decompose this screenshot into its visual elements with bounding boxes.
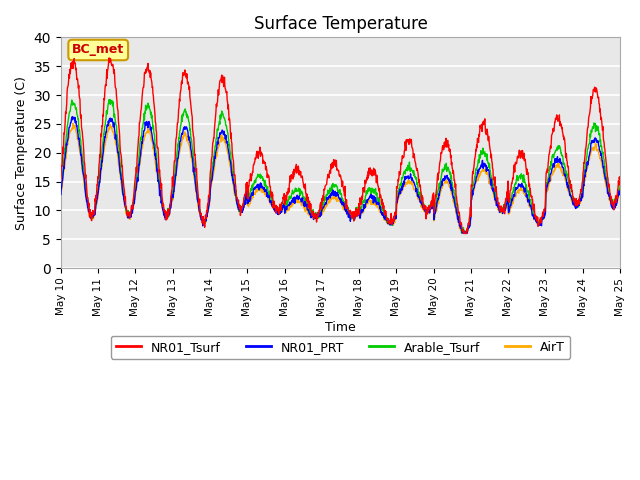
NR01_PRT: [57, 192, 65, 197]
Line: NR01_Tsurf: NR01_Tsurf: [61, 58, 620, 233]
Line: AirT: AirT: [61, 123, 620, 233]
Text: BC_met: BC_met: [72, 44, 124, 57]
NR01_Tsurf: [244, 196, 252, 202]
NR01_Tsurf: [57, 176, 65, 182]
AirT: [182, 131, 189, 136]
AirT: [501, 204, 509, 209]
Line: NR01_PRT: NR01_PRT: [61, 117, 620, 233]
NR01_Tsurf: [168, 187, 176, 192]
NR01_PRT: [460, 230, 468, 236]
Arable_Tsurf: [428, 202, 435, 207]
Arable_Tsurf: [168, 189, 176, 194]
Y-axis label: Surface Temperature (C): Surface Temperature (C): [15, 76, 28, 229]
NR01_Tsurf: [460, 230, 468, 236]
Arable_Tsurf: [57, 181, 65, 187]
NR01_PRT: [501, 205, 509, 211]
Arable_Tsurf: [182, 109, 189, 115]
AirT: [168, 196, 176, 202]
Title: Surface Temperature: Surface Temperature: [253, 15, 428, 33]
X-axis label: Time: Time: [325, 321, 356, 334]
AirT: [69, 120, 77, 126]
Arable_Tsurf: [244, 195, 252, 201]
NR01_PRT: [182, 126, 189, 132]
Legend: NR01_Tsurf, NR01_PRT, Arable_Tsurf, AirT: NR01_Tsurf, NR01_PRT, Arable_Tsurf, AirT: [111, 336, 570, 359]
AirT: [244, 202, 252, 208]
Arable_Tsurf: [501, 202, 509, 208]
AirT: [460, 230, 468, 236]
NR01_Tsurf: [616, 174, 624, 180]
NR01_PRT: [550, 162, 558, 168]
NR01_PRT: [428, 205, 435, 211]
NR01_Tsurf: [105, 55, 113, 61]
NR01_PRT: [68, 114, 76, 120]
NR01_PRT: [616, 188, 624, 193]
Arable_Tsurf: [616, 181, 624, 187]
AirT: [616, 188, 624, 193]
NR01_PRT: [168, 192, 176, 198]
AirT: [57, 192, 65, 198]
NR01_Tsurf: [550, 123, 558, 129]
AirT: [550, 168, 558, 174]
Line: Arable_Tsurf: Arable_Tsurf: [61, 100, 620, 233]
NR01_Tsurf: [501, 200, 509, 206]
NR01_Tsurf: [182, 73, 189, 79]
NR01_Tsurf: [428, 198, 435, 204]
AirT: [428, 205, 435, 211]
Arable_Tsurf: [106, 97, 114, 103]
Arable_Tsurf: [550, 150, 558, 156]
Arable_Tsurf: [460, 230, 468, 236]
NR01_PRT: [244, 200, 252, 206]
